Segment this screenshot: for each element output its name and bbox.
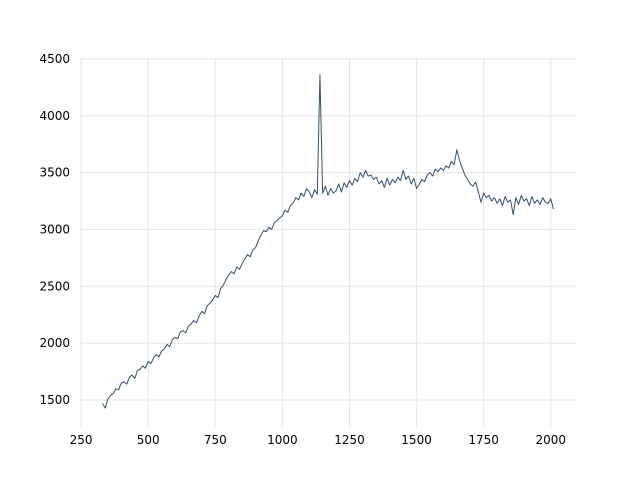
x-tick-label: 500 [137,433,160,447]
x-tick-label: 250 [70,433,93,447]
y-tick-label: 3500 [39,166,70,180]
y-tick-label: 4000 [39,109,70,123]
y-tick-label: 1500 [39,393,70,407]
y-tick-label: 4500 [39,52,70,66]
y-tick-label: 2000 [39,336,70,350]
y-tick-label: 3000 [39,222,70,236]
x-tick-label: 1000 [267,433,298,447]
x-tick-label: 2000 [535,433,566,447]
x-tick-label: 1500 [401,433,432,447]
data-line [102,74,554,409]
x-tick-label: 750 [204,433,227,447]
x-tick-label: 1250 [334,433,365,447]
y-tick-label: 2500 [39,279,70,293]
x-tick-label: 1750 [468,433,499,447]
